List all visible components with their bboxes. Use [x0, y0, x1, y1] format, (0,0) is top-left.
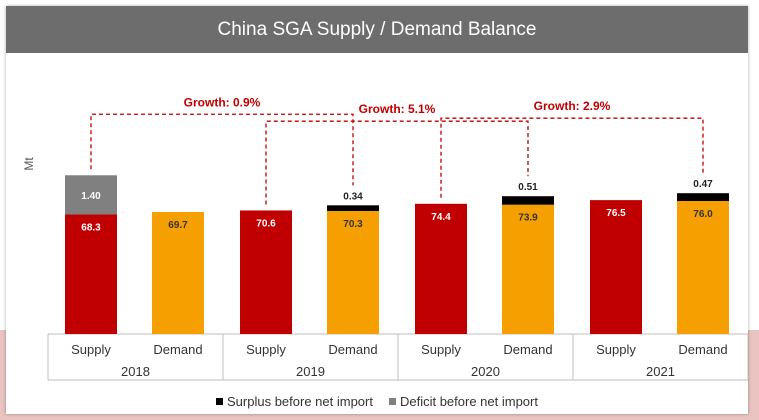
tick-label-supply-2020: Supply [421, 342, 461, 357]
growth-bracket-2 [265, 120, 529, 205]
bar-surplus-2021 [677, 193, 729, 201]
label-deficit-2018: 1.40 [81, 191, 101, 202]
legend-item-deficit: Deficit before net import [388, 393, 538, 409]
label-supply-2019: 70.6 [256, 218, 276, 229]
label-surplus-2020: 0.51 [518, 182, 538, 193]
bar-demand-2020 [502, 204, 554, 334]
tick-label-demand-2020: Demand [503, 342, 552, 357]
growth-label-3: Growth: 2.9% [534, 99, 611, 113]
chart-card: China SGA Supply / Demand Balance Mt 1.40… [6, 6, 748, 414]
legend-swatch-deficit [388, 397, 396, 405]
tick-label-demand-2018: Demand [153, 342, 202, 357]
legend: Surplus before net import Deficit before… [6, 392, 748, 410]
legend-swatch-surplus [216, 397, 223, 405]
chart-title: China SGA Supply / Demand Balance [6, 6, 748, 53]
year-label-2021: 2021 [646, 364, 675, 379]
bar-supply-2018 [65, 214, 117, 334]
label-surplus-2019: 0.34 [343, 191, 363, 202]
bar-demand-2021 [677, 201, 729, 334]
label-demand-2019: 70.3 [343, 219, 363, 230]
y-axis-label: Mt [22, 157, 36, 171]
bar-supply-2020 [415, 203, 467, 334]
legend-label-surplus: Surplus before net import [227, 393, 373, 409]
year-label-2018: 2018 [121, 364, 150, 379]
label-supply-2020: 74.4 [431, 212, 451, 223]
growth-label-2: Growth: 5.1% [359, 102, 436, 116]
bar-surplus-2020 [502, 196, 554, 205]
tick-label-supply-2019: Supply [246, 342, 286, 357]
growth-label-1: Growth: 0.9% [184, 95, 261, 109]
legend-item-surplus: Surplus before net import [216, 394, 373, 409]
tick-label-demand-2021: Demand [678, 342, 727, 357]
label-supply-2021: 76.5 [606, 208, 626, 219]
year-label-2019: 2019 [296, 364, 325, 379]
bar-deficit-2018 [65, 175, 117, 215]
label-surplus-2021: 0.47 [693, 179, 713, 190]
tick-label-supply-2018: Supply [71, 342, 111, 357]
label-demand-2021: 76.0 [693, 209, 713, 220]
growth-bracket-3 [440, 117, 704, 198]
bar-supply-2021 [590, 200, 642, 334]
bar-demand-2019 [327, 210, 379, 334]
legend-label-deficit: Deficit before net import [399, 393, 538, 409]
label-demand-2018: 69.7 [168, 220, 188, 231]
tick-label-demand-2019: Demand [328, 342, 377, 357]
tick-label-supply-2021: Supply [596, 342, 636, 357]
label-supply-2018: 68.3 [81, 222, 101, 233]
bar-demand-2018 [152, 212, 204, 334]
label-demand-2020: 73.9 [518, 213, 538, 224]
year-label-2020: 2020 [471, 364, 500, 379]
bar-supply-2019 [240, 210, 292, 334]
bar-surplus-2019 [327, 205, 379, 211]
growth-bracket-1 [90, 113, 354, 186]
